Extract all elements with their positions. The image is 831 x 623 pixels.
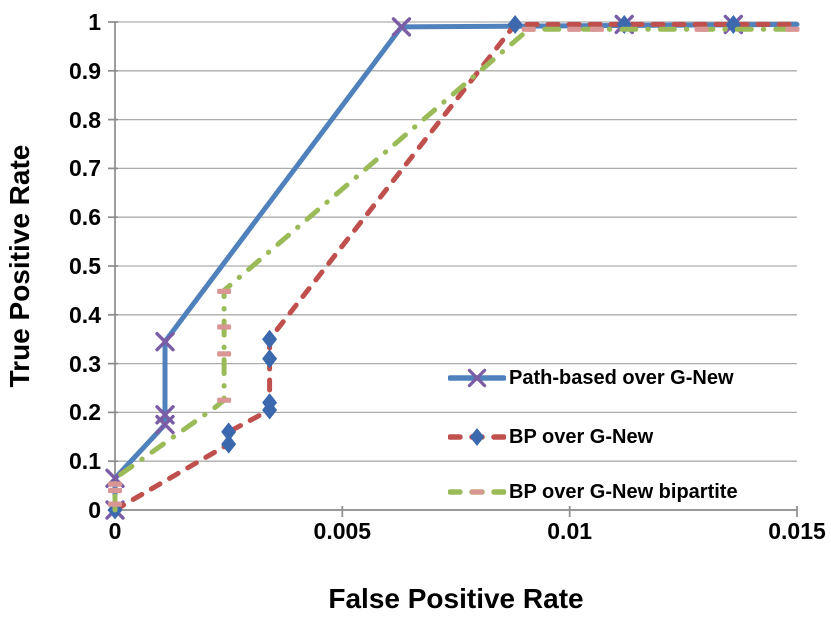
legend-entry-bp: BP over G-New [448, 424, 653, 450]
y-tick-label: 0.7 [69, 155, 101, 182]
x-axis-title: False Positive Rate [328, 583, 584, 614]
x-tick-label: 0.005 [313, 518, 372, 544]
x-tick-label: 0 [108, 518, 122, 544]
y-tick-label: 0.2 [69, 399, 101, 426]
x-tick-label: 0.015 [768, 518, 826, 544]
y-tick-label: 1 [88, 9, 101, 35]
legend-label: BP over G-New bipartite [509, 480, 738, 503]
legend-sample-dashdot-pink-icon [448, 489, 506, 495]
y-tick-label: 0.4 [69, 301, 101, 328]
legend-entry-path-based: Path-based over G-New [448, 365, 734, 391]
y-tick-label: 0.8 [69, 106, 101, 133]
y-tick-label: 0.3 [69, 350, 101, 377]
legend-label: BP over G-New [509, 425, 654, 448]
legend-sample-line-x-icon [448, 368, 506, 388]
y-axis-title: True Positive Rate [4, 144, 35, 388]
y-tick-label: 0.6 [69, 204, 101, 231]
legend-entry-bp-bipartite: BP over G-New bipartite [448, 479, 738, 505]
y-tick-label: 0.5 [69, 253, 101, 279]
legend-label: Path-based over G-New [509, 366, 734, 389]
y-tick-label: 0 [88, 497, 101, 523]
y-tick-label: 0.9 [69, 57, 101, 84]
y-tick-label: 0.1 [69, 448, 101, 475]
x-tick-label: 0.01 [547, 518, 593, 544]
legend-sample-dash-diamond-icon [448, 427, 506, 447]
